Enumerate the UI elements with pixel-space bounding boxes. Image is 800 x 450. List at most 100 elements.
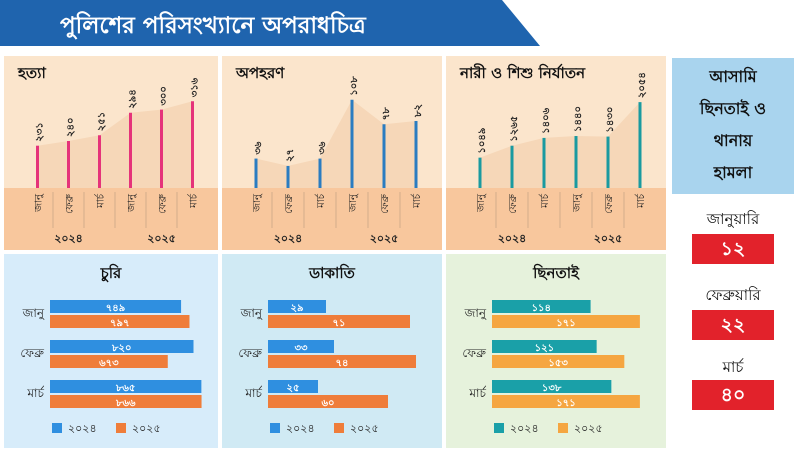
category-label: জানু [22,306,45,321]
trend-area [480,102,640,188]
data-label: ৩০০ [159,86,170,106]
data-label: ৮২ [413,104,424,118]
data-label: ২৯ [291,303,304,314]
data-label: ৭১ [333,318,346,329]
group-label: ২০২৪ [274,232,303,245]
chart-panel-robbery: ডাকাতি জানু ২৯ ৭১ ফেব্রু ৩৩ ৭৪ মার্চ ২৫ ৬০ ২০২৪ ২০২… [222,254,442,448]
legend-swatch [52,423,62,433]
side-value-march: ৪০ [692,380,774,410]
category-label: ফেব্রু [65,193,76,213]
data-label: ২০৫৪ [637,72,648,98]
bar [492,315,640,328]
bar [268,340,334,353]
legend-label: ২০২৪ [68,422,97,435]
data-label: ৭৮ [381,107,392,121]
data-label: ১০৮ [349,76,360,96]
category-label: জানু [476,193,487,213]
bar [268,380,318,393]
legend-swatch [270,423,280,433]
bar [50,300,182,313]
category-label: জানু [252,193,263,213]
data-label: ৬০ [321,398,334,409]
data-label: ৩৬ [317,141,328,155]
chart-title: ডাকাতি [308,263,356,282]
category-label: মার্চ [468,386,487,400]
bar [268,300,326,313]
data-label: ১৪৪০ [573,106,584,132]
data-label: ৮৬৫ [115,383,135,394]
chart-title: অপহরণ [235,64,285,82]
bar [492,380,612,393]
axis-band [222,188,442,250]
bar [268,355,416,368]
data-label: ৩৬ [253,141,264,155]
data-label: ২৫১ [97,112,108,131]
bar [268,395,388,408]
category-label: ফেব্রু [380,193,391,213]
data-label: ১২১ [535,343,554,354]
data-label: ৬৭৩ [99,358,119,369]
group-label: ২০২৫ [147,232,176,245]
legend-label: ২০২৫ [132,422,161,435]
side-value-february: ২২ [692,310,774,340]
legend-swatch [116,423,126,433]
category-label: জানু [240,306,263,321]
side-summary-box: আসামি ছিনতাই ও থানায় হামলা [672,58,794,194]
trend-area [37,101,193,188]
category-label: মার্চ [244,386,263,400]
bar [50,380,202,393]
data-label: ১৭১ [556,398,575,409]
data-label: ২৭ [285,149,296,162]
chart-title: ছিনতাই [532,263,580,282]
side-title-line-1: আসামি [709,67,757,86]
legend-swatch [494,423,504,433]
category-label: জানু [34,193,45,213]
axis-band [446,188,666,250]
side-label-march: মার্চ [722,358,744,376]
side-label-february: ফেব্রুয়ারি [705,286,761,304]
side-title-line-2: ছিনতাই ও [699,99,767,118]
legend-label: ২০২৫ [350,422,379,435]
data-label: ৭৪৯ [106,303,125,314]
data-label: ২৪০ [66,118,77,138]
category-label: ফেব্রু [284,193,295,213]
data-label: ১৩৮ [542,383,562,394]
data-label: ১১৪ [532,303,551,314]
data-label: ১৪০৬ [541,107,552,133]
side-value-january: ১২ [692,234,774,264]
bar [492,395,640,408]
chart-panel-women-child-abuse: নারী ও শিশু নির্যাতন ১০৪৯ জানু ১২৬৫ ফেব্রু ১৪… [446,56,666,250]
data-label: ৩১৬ [190,77,201,97]
category-label: মার্চ [411,193,423,208]
bar [492,300,591,313]
category-label: ফেব্রু [508,193,519,213]
category-label: ফেব্রু [604,193,615,213]
title-bar [0,0,540,46]
legend-label: ২০২৫ [574,422,603,435]
chart-panel-theft: চুরি জানু ৭৪৯ ৭৯৭ ফেব্রু ৮২০ ৬৭৩ মার্চ ৮৬৫ ৮৬৬ ২০২… [4,254,218,448]
legend-swatch [558,423,568,433]
chart-panel-murder: হত্যা ২৩১ জানু ২৪০ ফেব্রু ২৫১ মার্চ ২৯৪ জানু ৩০০ ফ… [4,56,218,250]
category-label: জানু [572,193,583,213]
category-label: জানু [464,306,487,321]
side-label-january: জানুয়ারি [706,210,760,228]
chart-title: হত্যা [17,64,46,82]
category-label: মার্চ [635,193,647,208]
bar [50,315,190,328]
axis-band [4,188,218,250]
group-label: ২০২৪ [54,232,83,245]
chart-panel-snatching: ছিনতাই জানু ১১৪ ১৭১ ফেব্রু ১২১ ১৫৩ মার্চ ১৩৮ ১৭১ ২… [446,254,666,448]
category-label: জানু [127,193,138,213]
legend-swatch [334,423,344,433]
data-label: ৭৯৭ [110,318,130,329]
bar [268,315,410,328]
category-label: মার্চ [539,193,551,208]
legend-label: ২০২৪ [286,422,315,435]
page-title: পুলিশের পরিসংখ্যানে অপরাধচিত্র [60,13,366,39]
category-label: ফেব্রু [238,346,263,360]
side-title-line-3: থানায় [713,131,753,150]
bar [492,340,597,353]
bar [492,355,625,368]
bar [50,355,168,368]
